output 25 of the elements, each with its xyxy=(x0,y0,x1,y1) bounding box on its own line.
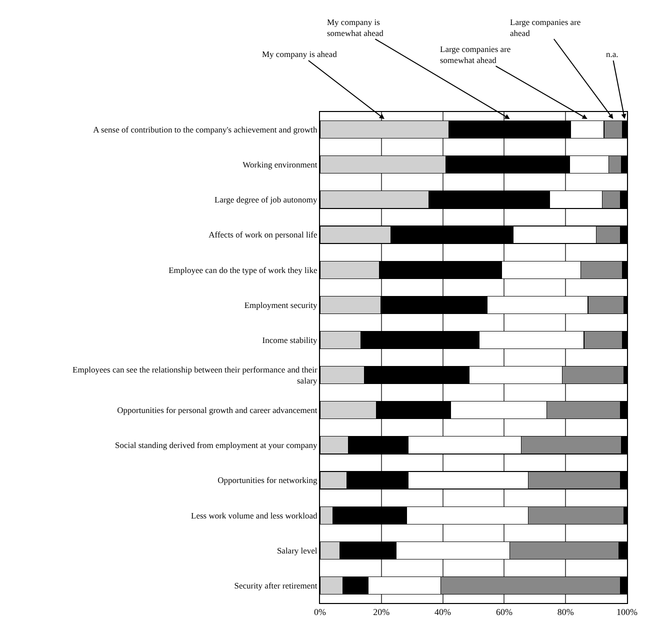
text: Large companies are ahead xyxy=(510,17,581,38)
x-tick-label: 60% xyxy=(496,606,513,617)
text: n.a. xyxy=(606,49,618,59)
y-tick-label: Opportunities for networking xyxy=(218,475,318,486)
y-tick-label: Opportunities for personal growth and career advancement xyxy=(117,405,318,416)
y-tick-label: Affects of work on personal life xyxy=(208,230,318,240)
x-tick-label: 100% xyxy=(616,606,638,617)
y-tick-label: A sense of contribution to the company's achievement and growth xyxy=(93,124,318,135)
y-tick-label: Social standing derived from employment at your company xyxy=(114,440,318,450)
text: My company is somewhat ahead xyxy=(327,17,384,38)
x-tick-label: 0% xyxy=(314,606,326,617)
x-tick-label: 40% xyxy=(434,606,452,617)
y-tick-label: Income stability xyxy=(262,334,318,345)
text: Large companies are somewhat ahead xyxy=(440,44,511,66)
x-tick-label: 80% xyxy=(557,606,574,617)
x-tick-label: 20% xyxy=(373,606,390,617)
y-tick-label: Employment security xyxy=(244,300,318,310)
y-tick-label: Employees can see the relationship between their performance and their salary xyxy=(72,364,318,386)
y-tick-label: Working environment xyxy=(242,160,318,170)
y-tick-label: Employee can do the type of work they like xyxy=(168,264,318,275)
y-tick-label: Less work volume and less workload xyxy=(191,510,318,520)
y-tick-label: Large degree of job autonomy xyxy=(214,194,318,205)
y-tick-label: Salary level xyxy=(276,545,318,556)
y-tick-label: Security after retirement xyxy=(234,580,318,590)
text: My company is ahead xyxy=(262,49,338,59)
